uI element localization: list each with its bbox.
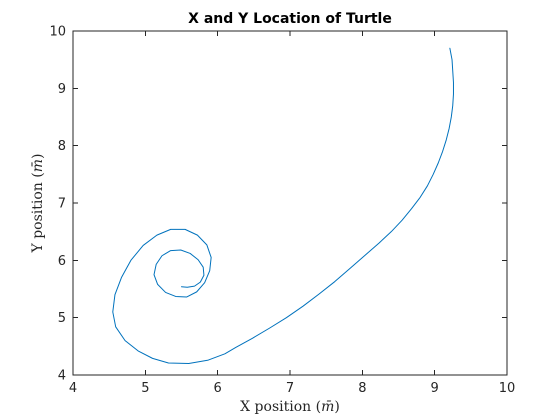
x-axis-label: X position (m̄) [240, 399, 340, 415]
y-tick-label: 8 [58, 139, 66, 154]
x-axis-label-prefix: X position [240, 399, 311, 415]
plot-area [72, 30, 508, 376]
x-tick-label: 6 [214, 381, 222, 396]
y-axis-label-unit-open: ( [30, 172, 46, 182]
axis-ticks: 4 5 6 7 8 9 10 4 5 6 7 8 9 10 [49, 25, 515, 397]
x-tick-label: 8 [358, 381, 366, 396]
y-axis-label-unit-close: ) [30, 154, 46, 159]
x-axis-unit-symbol: m̄ [321, 399, 334, 415]
x-tick-label: 5 [141, 381, 149, 396]
y-tick-label: 9 [58, 82, 66, 97]
x-tick-label: 4 [69, 381, 77, 396]
y-tick-label: 6 [58, 254, 66, 269]
y-tick-label: 5 [58, 311, 66, 326]
x-tick-label: 9 [431, 381, 439, 396]
y-tick-label: 10 [49, 25, 66, 40]
x-tick-label: 7 [286, 381, 294, 396]
y-axis-label: Y position (m̄) [30, 154, 46, 254]
series-line-0 [112, 47, 454, 365]
y-tick-label: 7 [58, 197, 66, 212]
x-axis-label-unit-open: ( [311, 399, 321, 415]
y-axis-unit-symbol: m̄ [30, 159, 46, 172]
plot-background [73, 31, 507, 375]
y-tick-label: 4 [58, 369, 66, 384]
x-axis-label-unit-close: ) [334, 399, 339, 415]
x-tick-label: 10 [499, 381, 516, 396]
chart-title: X and Y Location of Turtle [188, 11, 392, 27]
y-axis-label-prefix: Y position [30, 182, 46, 253]
